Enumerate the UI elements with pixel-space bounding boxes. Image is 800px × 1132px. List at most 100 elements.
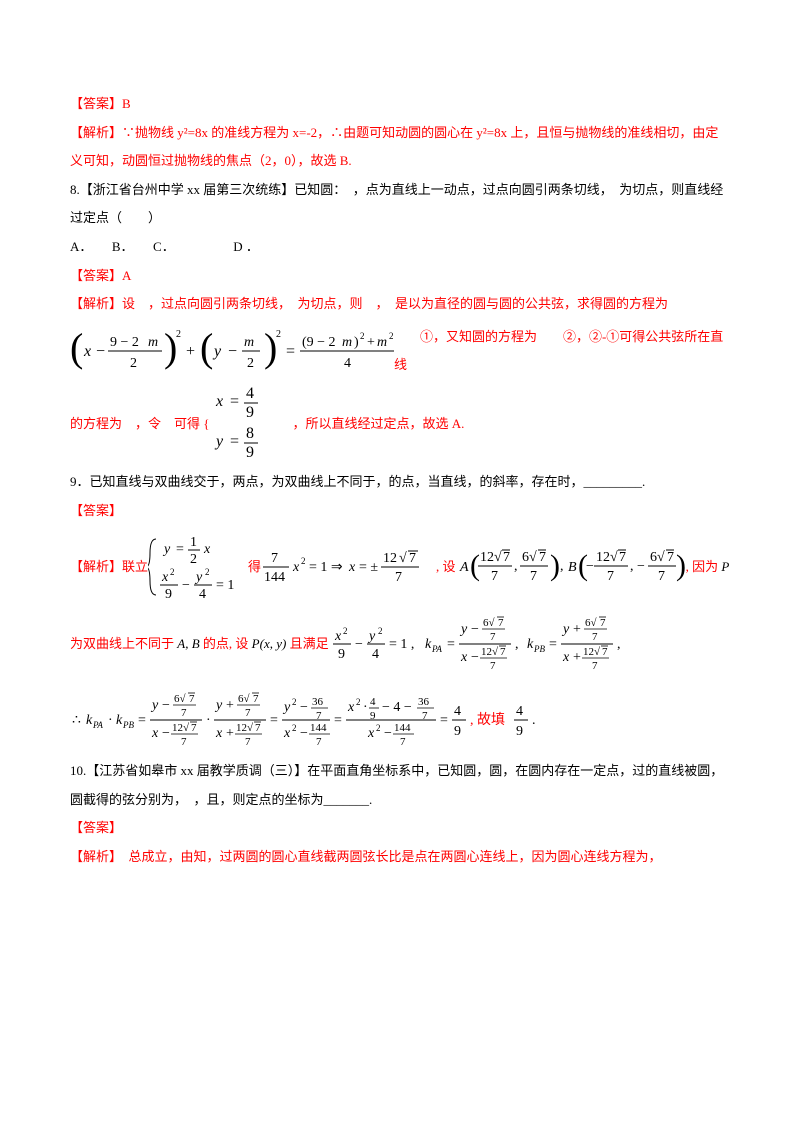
svg-text:·: ·	[108, 713, 113, 728]
svg-text:12√: 12√	[481, 646, 499, 658]
svg-text:x: x	[292, 560, 300, 575]
svg-text:12√: 12√	[236, 722, 254, 734]
svg-text:7: 7	[491, 569, 498, 584]
svg-text:y: y	[150, 698, 159, 713]
svg-text:2: 2	[301, 556, 306, 566]
svg-text:9: 9	[516, 724, 523, 739]
svg-text:m: m	[244, 335, 254, 350]
svg-text:y: y	[212, 343, 222, 360]
svg-text:=: =	[230, 433, 239, 450]
svg-text:+: +	[186, 343, 195, 360]
svg-text:2: 2	[276, 329, 281, 340]
svg-text:−: −	[471, 622, 479, 637]
svg-text:7: 7	[253, 693, 259, 705]
q8-formula-2: x = 4 9 y = 8 9	[210, 384, 280, 464]
svg-text:x: x	[161, 570, 169, 585]
svg-text:x: x	[347, 700, 355, 715]
svg-text:4: 4	[454, 704, 461, 719]
svg-text:7: 7	[667, 550, 674, 565]
svg-text:−: −	[471, 650, 479, 665]
q9-answer: 【答案】	[70, 497, 730, 526]
svg-text:7: 7	[191, 722, 197, 734]
svg-text:2: 2	[247, 356, 254, 371]
svg-text:m: m	[342, 335, 352, 350]
svg-text:2: 2	[292, 697, 297, 707]
q9-analysis-row-2: 为双曲线上不同于 A, B 的点, 设 P(x, y) 且满足 x 2 9 − …	[70, 613, 730, 675]
q9-system: y = 1 2 x x 2 9 − y 2 4 = 1	[148, 533, 248, 601]
svg-text:): )	[550, 549, 560, 582]
svg-text:(: (	[200, 325, 213, 370]
svg-text:2: 2	[376, 723, 381, 733]
svg-text:,: ,	[515, 637, 519, 652]
svg-text:7: 7	[607, 569, 614, 584]
svg-text:y: y	[194, 570, 203, 585]
svg-text:,: ,	[560, 559, 564, 574]
svg-text:8: 8	[246, 425, 254, 442]
svg-text:12: 12	[383, 551, 397, 566]
svg-text:= ±: = ±	[359, 560, 378, 575]
svg-text:y: y	[162, 542, 171, 557]
svg-text:4: 4	[199, 587, 206, 601]
svg-text:12√: 12√	[480, 550, 502, 565]
q9-because2: 因为	[692, 553, 718, 582]
svg-text:4: 4	[516, 704, 523, 719]
svg-text:y: y	[214, 698, 223, 713]
svg-text:=: =	[138, 713, 146, 728]
svg-text:4: 4	[344, 356, 351, 371]
q9-final: ∴ k PA · k PB = y − 6√ 7 7 x − 12√ 7 7 ·…	[70, 687, 590, 753]
svg-text:−: −	[96, 343, 105, 360]
svg-text:+: +	[573, 622, 581, 637]
svg-text:7: 7	[490, 631, 496, 643]
svg-text:9: 9	[454, 724, 461, 739]
q9-analysis-row-3: ∴ k PA · k PB = y − 6√ 7 7 x − 12√ 7 7 ·…	[70, 687, 730, 753]
svg-text:2: 2	[170, 567, 175, 577]
svg-text:,: ,	[617, 637, 621, 652]
svg-text:−: −	[300, 700, 308, 715]
svg-text:2: 2	[360, 331, 365, 341]
svg-text:y: y	[282, 700, 291, 715]
svg-text:, −: , −	[630, 559, 645, 574]
svg-text:12√: 12√	[596, 550, 618, 565]
svg-text:7: 7	[658, 569, 665, 584]
svg-text:7: 7	[498, 617, 504, 629]
svg-text:): )	[676, 549, 686, 582]
svg-text:m: m	[148, 335, 158, 350]
svg-text:7: 7	[189, 693, 195, 705]
svg-text:+: +	[226, 698, 234, 713]
svg-text:x: x	[367, 726, 375, 741]
q9-solve: 7 144 x 2 = 1 ⇒ x = ± 12 √ 7 7	[261, 544, 436, 590]
svg-text:y: y	[367, 629, 376, 644]
svg-text:2: 2	[205, 567, 210, 577]
svg-text:− 4 −: − 4 −	[382, 700, 412, 715]
svg-text:=: =	[447, 637, 455, 652]
q9-analysis-pre: 联立	[122, 553, 148, 582]
svg-text:7: 7	[316, 736, 322, 748]
svg-text:k: k	[86, 713, 93, 728]
svg-text:x: x	[203, 542, 211, 557]
svg-text:2: 2	[389, 331, 394, 341]
svg-text:2: 2	[130, 356, 137, 371]
q9-set: 设	[443, 553, 456, 582]
svg-text:y: y	[561, 622, 570, 637]
svg-text:x: x	[348, 560, 356, 575]
svg-text:6√: 6√	[483, 617, 496, 629]
svg-text:=: =	[549, 637, 557, 652]
svg-text:B: B	[568, 560, 577, 575]
svg-text:=: =	[334, 713, 342, 728]
svg-text:=: =	[440, 713, 448, 728]
svg-text:7: 7	[592, 631, 598, 643]
svg-text:−: −	[355, 637, 363, 652]
svg-text:−: −	[182, 578, 190, 593]
svg-text:k: k	[116, 713, 123, 728]
svg-text:−: −	[228, 343, 237, 360]
svg-text:x: x	[83, 343, 91, 360]
svg-text:=: =	[176, 542, 184, 557]
q8-formula-row-2: 的方程为 ，令 可得 { x = 4 9 y = 8 9 ，所以直线经过定点，故…	[70, 384, 730, 464]
svg-text:−: −	[162, 726, 170, 741]
svg-text:144: 144	[310, 722, 327, 734]
svg-text:+: +	[226, 726, 234, 741]
svg-text:x: x	[215, 726, 223, 741]
svg-text:, 故填: , 故填	[470, 712, 505, 728]
svg-text:2: 2	[378, 626, 383, 636]
svg-text:2: 2	[292, 723, 297, 733]
